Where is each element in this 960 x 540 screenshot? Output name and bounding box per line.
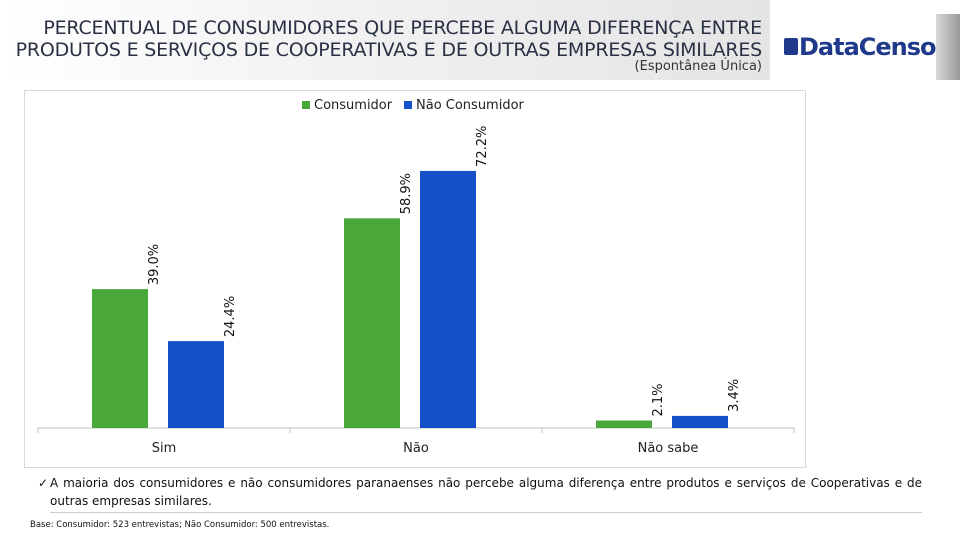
bar-não-consumidor-não (420, 170, 476, 428)
page-subtitle: (Espontânea Única) (634, 59, 762, 74)
data-label: 58.9% (399, 173, 414, 214)
logo-mark-icon (784, 38, 798, 55)
data-label: 24.4% (223, 296, 238, 337)
legend-swatch-2 (404, 101, 412, 109)
bar-não-consumidor-sim (168, 341, 224, 428)
header-band (0, 0, 770, 80)
logo-area (770, 0, 960, 80)
decorative-bar (936, 14, 960, 80)
data-label: 3.4% (727, 379, 742, 412)
legend-label-1: Consumidor (314, 98, 393, 113)
bar-não-consumidor-não-sabe (672, 415, 728, 428)
checkmark-icon: ✓ (38, 476, 49, 490)
data-label: 39.0% (147, 244, 162, 285)
chart-frame (24, 90, 806, 468)
x-tick-label: Não (403, 441, 429, 456)
legend-swatch-1 (302, 101, 310, 109)
bar-consumidor-sim (92, 289, 148, 428)
data-label: 72.2% (475, 126, 490, 167)
page-title-line-1: PERCENTUAL DE CONSUMIDORES QUE PERCEBE A… (43, 17, 762, 39)
bar-consumidor-não (344, 218, 400, 428)
legend-label-2: Não Consumidor (416, 98, 525, 113)
x-tick-label: Sim (152, 441, 177, 456)
x-tick-label: Não sabe (638, 441, 699, 456)
key-finding-text: A maioria dos consumidores e não consumi… (50, 476, 922, 508)
bar-consumidor-não-sabe (596, 420, 652, 428)
base-sample-note: Base: Consumidor: 523 entrevistas; Não C… (30, 520, 330, 530)
key-finding-note: ✓ A maioria dos consumidores e não consu… (38, 474, 922, 513)
data-label: 2.1% (651, 383, 666, 416)
page-title-line-2: PRODUTOS E SERVIÇOS DE COOPERATIVAS E DE… (15, 39, 763, 61)
logo-text: DataCenso (799, 33, 937, 61)
